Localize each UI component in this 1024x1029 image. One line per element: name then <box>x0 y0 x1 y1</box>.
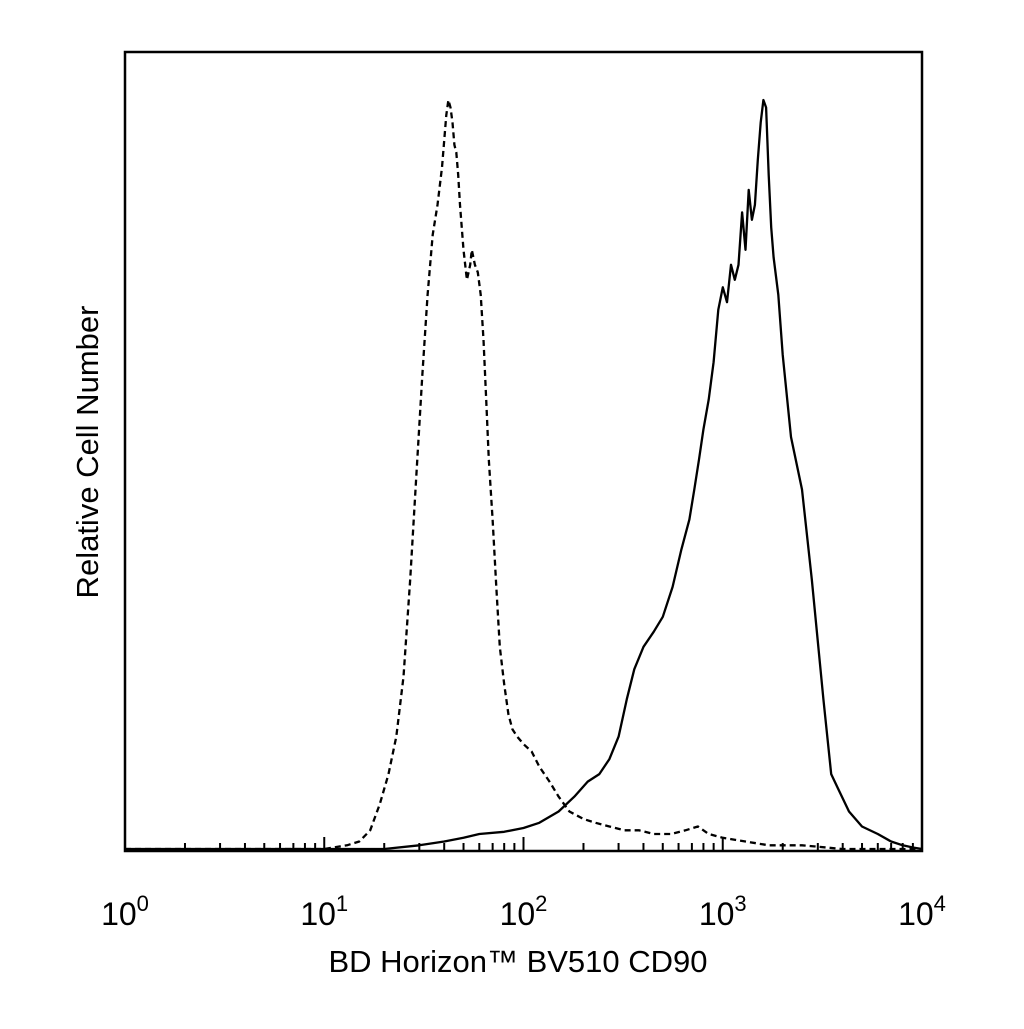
series-layer <box>125 98 923 851</box>
series-line-solid <box>125 98 923 851</box>
x-tick-label: 101 <box>300 891 348 932</box>
plot-frame <box>123 50 924 853</box>
x-tick-label: 104 <box>898 891 946 932</box>
y-axis-label: Relative Cell Number <box>70 306 105 599</box>
x-tick-label: 102 <box>500 891 548 932</box>
x-axis-tick-labels: 100 101 102 103 104 <box>101 891 946 932</box>
series-line-dashed <box>125 98 922 851</box>
x-tick-label: 103 <box>699 891 747 932</box>
x-axis-label: BD Horizon™ BV510 CD90 <box>328 944 707 979</box>
x-tick-label: 100 <box>101 891 149 932</box>
